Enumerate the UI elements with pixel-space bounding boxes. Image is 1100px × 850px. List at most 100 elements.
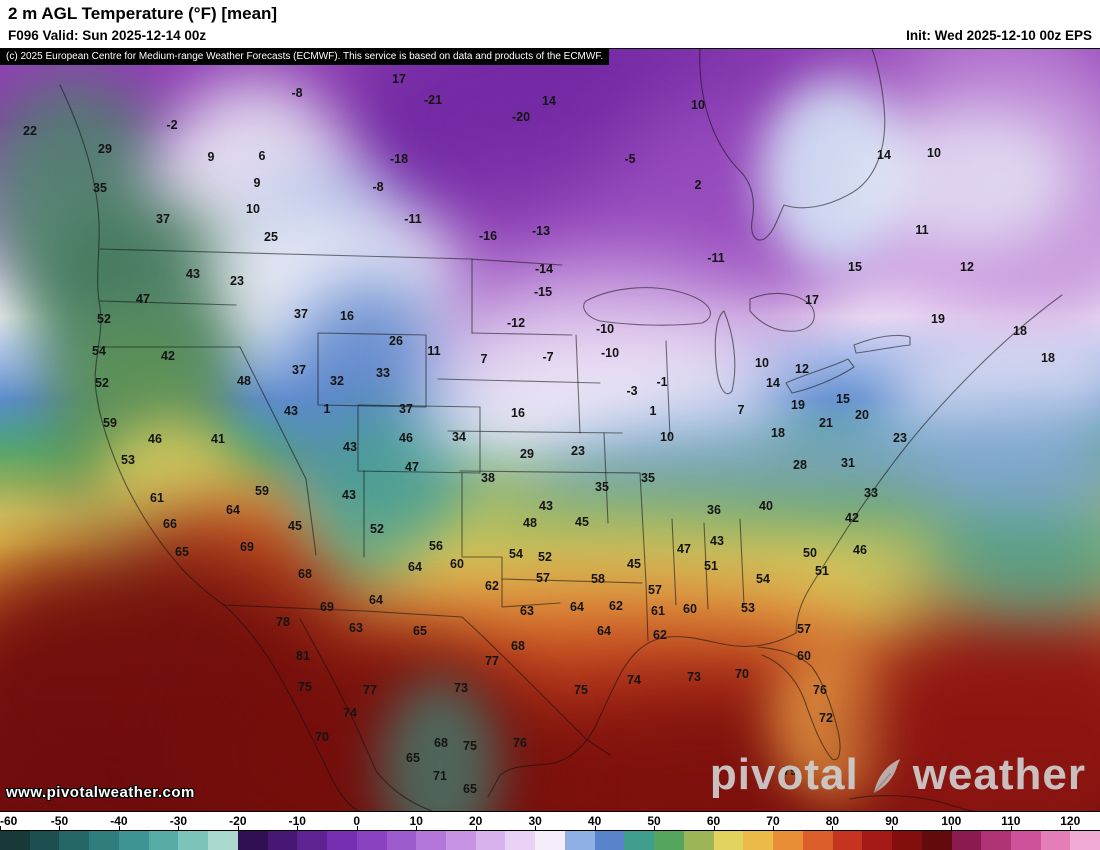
temp-label: 40 — [759, 499, 773, 513]
temp-label: 43 — [342, 488, 356, 502]
temp-label: 61 — [150, 491, 164, 505]
temp-label: 51 — [815, 564, 829, 578]
temp-label: 48 — [237, 374, 251, 388]
temp-label: 77 — [485, 654, 499, 668]
brand-text-right: weather — [912, 750, 1086, 799]
temp-label: 35 — [641, 471, 655, 485]
temp-label: 73 — [454, 681, 468, 695]
colorbar-tick-mark — [0, 826, 1, 830]
colorbar-segment — [267, 831, 298, 850]
colorbar-segment — [386, 831, 417, 850]
temp-label: 68 — [434, 736, 448, 750]
temp-label: 28 — [793, 458, 807, 472]
temp-label: 75 — [463, 739, 477, 753]
temp-label: 64 — [369, 593, 383, 607]
temp-label: 7 — [480, 352, 488, 366]
temp-label: 74 — [627, 673, 641, 687]
colorbar-tick-mark — [713, 826, 715, 830]
brand-text-left: pivotal — [709, 750, 859, 799]
temp-label: 47 — [677, 542, 691, 556]
temp-label: 47 — [405, 460, 419, 474]
temp-label: 25 — [264, 230, 278, 244]
colorbar-segment — [862, 831, 893, 850]
temp-label: 52 — [95, 376, 109, 390]
temp-label: 52 — [370, 522, 384, 536]
temp-label: 7 — [737, 403, 745, 417]
temp-label: 66 — [163, 517, 177, 531]
temp-label: 14 — [542, 94, 556, 108]
temp-label: 75 — [298, 680, 312, 694]
colorbar-tick-label: 90 — [885, 814, 899, 828]
temp-label: 60 — [450, 557, 464, 571]
temp-label: 19 — [791, 398, 805, 412]
colorbar-segment — [624, 831, 655, 850]
temp-label: 69 — [320, 600, 334, 614]
temp-label: 18 — [1013, 324, 1027, 338]
colorbar-tick-mark — [178, 826, 180, 830]
temp-label: 33 — [376, 366, 390, 380]
temp-label: -21 — [423, 93, 443, 107]
colorbar-segment — [118, 831, 149, 850]
temp-label: 65 — [175, 545, 189, 559]
colorbar-bar — [0, 830, 1100, 850]
temp-label: 20 — [855, 408, 869, 422]
colorbar-tick-mark — [356, 826, 358, 830]
colorbar-tick-mark — [237, 826, 239, 830]
temp-label: 12 — [795, 362, 809, 376]
colorbar-segment — [29, 831, 60, 850]
colorbar-segment — [1010, 831, 1041, 850]
colorbar-segment — [1070, 831, 1100, 850]
colorbar-segment — [802, 831, 833, 850]
colorbar-tick-mark — [1070, 826, 1072, 830]
colorbar-segment — [743, 831, 774, 850]
colorbar-segment — [773, 831, 803, 850]
temp-label: 60 — [683, 602, 697, 616]
temp-label: 69 — [240, 540, 254, 554]
temp-label: 45 — [627, 557, 641, 571]
colorbar-tick-label: 20 — [468, 814, 483, 828]
temp-label: 19 — [931, 312, 945, 326]
temp-label: 15 — [836, 392, 850, 406]
colorbar-tick-mark — [118, 826, 120, 830]
temperature-map: 17 -21 10 -8 -20 14 22 29 -2 9 6 -18 -5 14 10 35 9 -8 2 37 1… — [0, 48, 1100, 812]
temperature-labels-layer: 17 -21 10 -8 -20 14 22 29 -2 9 6 -18 -5 14 10 35 9 -8 2 37 1… — [0, 49, 1100, 811]
temp-label: 37 — [156, 212, 170, 226]
temp-label: 54 — [756, 572, 770, 586]
temp-label: 51 — [704, 559, 718, 573]
colorbar-segment — [356, 831, 387, 850]
colorbar-segment — [208, 831, 238, 850]
colorbar-tick-label: -50 — [50, 814, 69, 828]
temp-label: 70 — [735, 667, 749, 681]
colorbar-segment — [683, 831, 714, 850]
temp-label: -18 — [389, 152, 409, 166]
temp-label: 59 — [255, 484, 269, 498]
temp-label: 62 — [485, 579, 499, 593]
colorbar-tick-label: 10 — [409, 814, 423, 828]
temp-label: 10 — [755, 356, 769, 370]
temp-label: 23 — [893, 431, 907, 445]
temp-label: 47 — [136, 292, 150, 306]
temp-label: 45 — [575, 515, 589, 529]
temp-label: 9 — [253, 176, 261, 190]
temp-label: -14 — [534, 262, 554, 276]
colorbar-tick-mark — [594, 826, 596, 830]
temp-label: 11 — [427, 344, 441, 358]
colorbar-segment — [446, 831, 476, 850]
temp-label: 18 — [771, 426, 785, 440]
temp-label: 14 — [766, 376, 780, 390]
colorbar-segment — [505, 831, 536, 850]
temp-label: -10 — [600, 346, 620, 360]
colorbar-segment — [713, 831, 744, 850]
temp-label: 9 — [207, 150, 215, 164]
temp-label: -8 — [372, 180, 384, 194]
temp-label: 17 — [392, 72, 406, 86]
copyright-bar: (c) 2025 European Centre for Medium-rang… — [0, 49, 610, 65]
temp-label: 59 — [103, 416, 117, 430]
temp-label: 48 — [523, 516, 537, 530]
temp-label: 26 — [389, 334, 403, 348]
temp-label: 65 — [406, 751, 420, 765]
colorbar-tick-mark — [654, 826, 656, 830]
temp-label: 54 — [92, 344, 106, 358]
temperature-colorbar: -60 -50 -40 -30 -20 -10 0 10 20 30 40 50 60 70 80 90 100… — [0, 812, 1100, 850]
